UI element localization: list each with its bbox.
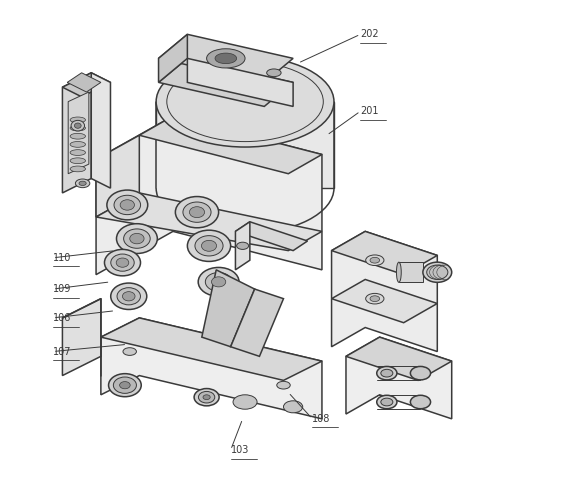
Ellipse shape xyxy=(211,277,226,287)
Ellipse shape xyxy=(104,249,141,276)
Polygon shape xyxy=(235,222,307,251)
Polygon shape xyxy=(159,34,187,82)
Ellipse shape xyxy=(195,236,223,256)
Ellipse shape xyxy=(111,283,147,309)
Ellipse shape xyxy=(108,374,141,397)
Ellipse shape xyxy=(198,268,239,296)
Ellipse shape xyxy=(236,242,249,249)
Polygon shape xyxy=(332,280,437,323)
Ellipse shape xyxy=(427,265,448,280)
Ellipse shape xyxy=(396,262,401,282)
Polygon shape xyxy=(62,73,111,97)
Polygon shape xyxy=(346,337,452,380)
Ellipse shape xyxy=(117,288,141,305)
Ellipse shape xyxy=(70,117,86,123)
Ellipse shape xyxy=(156,56,334,147)
Ellipse shape xyxy=(71,120,84,131)
Ellipse shape xyxy=(120,200,134,210)
Polygon shape xyxy=(231,289,284,356)
Ellipse shape xyxy=(366,255,384,266)
Ellipse shape xyxy=(284,401,303,413)
Ellipse shape xyxy=(194,388,219,406)
Ellipse shape xyxy=(113,377,137,393)
Ellipse shape xyxy=(206,49,245,68)
Ellipse shape xyxy=(411,366,430,380)
Ellipse shape xyxy=(74,123,81,128)
Ellipse shape xyxy=(233,395,257,409)
Text: 106: 106 xyxy=(53,313,71,323)
Polygon shape xyxy=(67,73,101,92)
Polygon shape xyxy=(101,318,322,380)
Ellipse shape xyxy=(75,179,90,187)
Polygon shape xyxy=(159,58,293,107)
Ellipse shape xyxy=(205,272,232,291)
Ellipse shape xyxy=(70,142,86,147)
Ellipse shape xyxy=(70,166,86,172)
Text: 109: 109 xyxy=(53,284,71,294)
Ellipse shape xyxy=(189,207,205,218)
Polygon shape xyxy=(68,92,89,174)
Ellipse shape xyxy=(120,382,130,389)
Polygon shape xyxy=(159,34,293,82)
Polygon shape xyxy=(156,102,334,188)
Ellipse shape xyxy=(366,294,384,304)
Ellipse shape xyxy=(198,391,215,403)
Ellipse shape xyxy=(107,190,148,220)
Polygon shape xyxy=(139,116,322,174)
Ellipse shape xyxy=(79,181,86,186)
Ellipse shape xyxy=(70,158,86,163)
Ellipse shape xyxy=(370,257,380,263)
Text: 107: 107 xyxy=(53,347,71,357)
Ellipse shape xyxy=(70,125,86,131)
Ellipse shape xyxy=(266,69,281,77)
Ellipse shape xyxy=(201,241,217,251)
Polygon shape xyxy=(332,231,437,275)
Text: 103: 103 xyxy=(231,445,249,455)
Polygon shape xyxy=(346,337,452,419)
Ellipse shape xyxy=(123,348,137,355)
Ellipse shape xyxy=(187,230,231,261)
Polygon shape xyxy=(96,193,322,251)
Ellipse shape xyxy=(175,197,219,228)
Polygon shape xyxy=(101,318,322,419)
Text: 110: 110 xyxy=(53,253,71,263)
Ellipse shape xyxy=(411,395,430,409)
Ellipse shape xyxy=(183,202,211,222)
Ellipse shape xyxy=(70,150,86,156)
Polygon shape xyxy=(96,116,322,275)
Ellipse shape xyxy=(376,395,397,409)
Text: 201: 201 xyxy=(361,106,379,116)
Ellipse shape xyxy=(70,134,86,139)
Ellipse shape xyxy=(370,296,380,302)
Ellipse shape xyxy=(381,398,393,406)
Text: 202: 202 xyxy=(361,29,379,40)
Polygon shape xyxy=(62,299,101,375)
Ellipse shape xyxy=(203,395,210,400)
Ellipse shape xyxy=(277,381,290,389)
Ellipse shape xyxy=(130,233,144,244)
Ellipse shape xyxy=(215,53,236,64)
Ellipse shape xyxy=(116,224,157,254)
Polygon shape xyxy=(96,135,139,217)
Ellipse shape xyxy=(122,292,135,301)
Ellipse shape xyxy=(111,254,134,271)
Ellipse shape xyxy=(124,229,150,248)
Ellipse shape xyxy=(376,366,397,380)
Ellipse shape xyxy=(423,262,452,282)
Text: 108: 108 xyxy=(312,414,331,424)
Polygon shape xyxy=(235,222,250,270)
Polygon shape xyxy=(62,73,91,193)
Polygon shape xyxy=(187,58,293,107)
Polygon shape xyxy=(91,73,111,188)
Ellipse shape xyxy=(116,258,129,267)
Ellipse shape xyxy=(381,369,393,377)
Polygon shape xyxy=(399,262,423,282)
Ellipse shape xyxy=(114,195,141,214)
Polygon shape xyxy=(332,231,437,351)
Polygon shape xyxy=(202,270,255,347)
